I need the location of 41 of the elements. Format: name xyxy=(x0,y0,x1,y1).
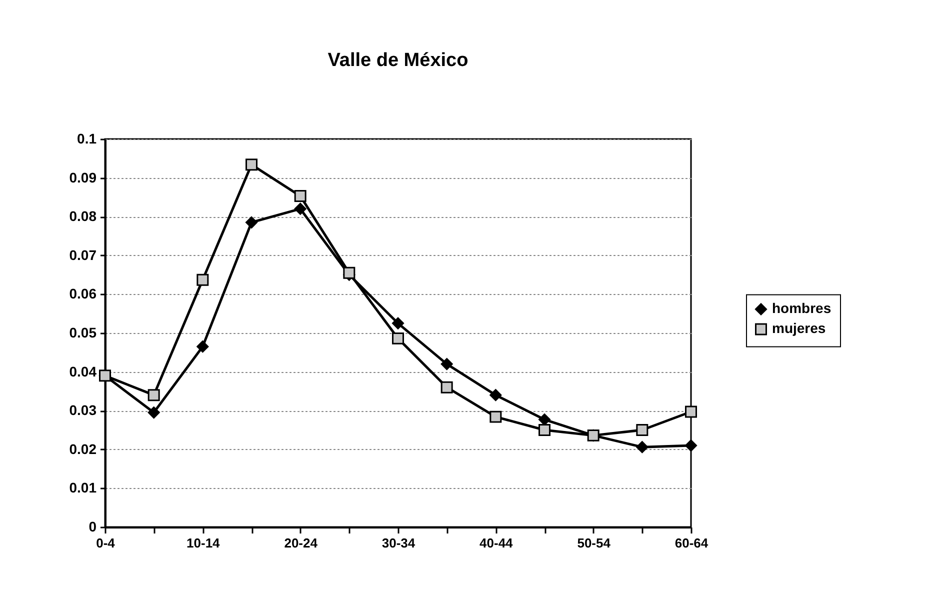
point xyxy=(392,332,404,344)
y-tick-label: 0.04 xyxy=(69,363,97,380)
y-tick-label: 0.09 xyxy=(69,169,97,186)
y-tick-label: 0 xyxy=(88,518,97,534)
y-tick-label: 0.05 xyxy=(69,324,97,340)
point xyxy=(246,158,258,171)
point xyxy=(196,274,209,286)
point xyxy=(196,340,209,353)
point xyxy=(685,440,697,452)
point xyxy=(246,216,258,228)
point xyxy=(440,381,453,394)
point xyxy=(636,441,648,454)
point xyxy=(440,358,453,370)
y-tick-label: 0.02 xyxy=(69,440,97,457)
y-tick-label: 0.01 xyxy=(69,480,97,496)
point xyxy=(343,266,356,279)
y-tick-label: 0.07 xyxy=(69,246,97,263)
chart-title: Valle de México xyxy=(328,50,468,71)
point xyxy=(490,389,502,402)
point xyxy=(294,190,306,202)
x-tick-label: 0-4 xyxy=(96,536,116,550)
legend-label: hombres xyxy=(772,300,832,316)
x-tick-label: 40-44 xyxy=(480,536,514,550)
point xyxy=(685,406,697,418)
y-tick-label: 0.08 xyxy=(69,208,97,224)
point xyxy=(538,424,550,436)
x-tick-label: 20-24 xyxy=(284,536,318,550)
point xyxy=(294,202,306,215)
x-tick-label: 30-34 xyxy=(382,536,416,550)
y-tick-label: 0.06 xyxy=(69,286,97,302)
x-tick-label: 50-54 xyxy=(577,536,612,550)
point xyxy=(392,317,404,330)
point xyxy=(490,410,502,423)
y-tick-label: 0.1 xyxy=(77,130,97,146)
y-tick-label: 0.03 xyxy=(69,402,97,418)
point xyxy=(148,406,160,419)
x-tick-label: 60-64 xyxy=(674,536,709,550)
point xyxy=(636,424,648,436)
legend-label: mujeres xyxy=(772,320,826,336)
point xyxy=(148,389,160,402)
x-tick-label: 10-14 xyxy=(186,536,221,550)
